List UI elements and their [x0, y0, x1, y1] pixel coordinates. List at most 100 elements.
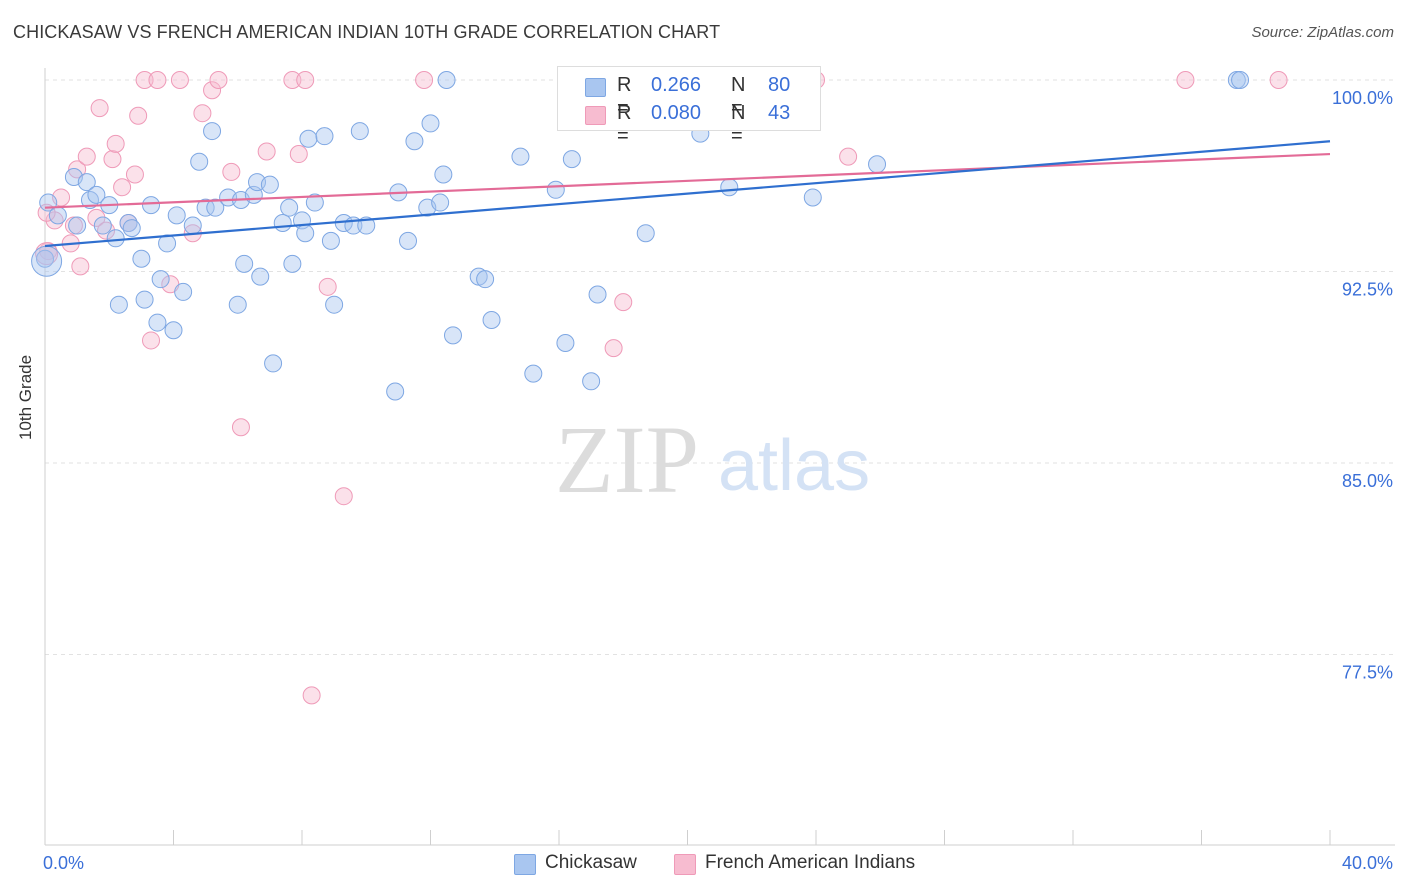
trend-line-chickasaw — [44, 140, 1331, 248]
correlation-legend: R = 0.266 N = 80 R = 0.080 N = 43 — [557, 66, 821, 147]
data-point — [228, 295, 247, 314]
data-point — [193, 104, 212, 123]
legend-n-label: N = — [731, 74, 746, 119]
data-point — [113, 178, 132, 197]
data-point — [106, 229, 125, 248]
data-point — [151, 270, 170, 289]
data-point — [142, 196, 161, 215]
data-point — [1269, 71, 1288, 89]
legend-r-label: R = — [617, 74, 632, 119]
data-point — [415, 71, 434, 89]
data-point — [283, 71, 302, 89]
bottom-legend: Chickasaw French American Indians — [0, 852, 1406, 878]
data-point — [386, 382, 405, 401]
data-point — [421, 114, 440, 133]
data-point — [588, 285, 607, 304]
data-point — [87, 185, 106, 204]
data-point — [190, 152, 209, 171]
data-point — [48, 206, 67, 225]
data-point — [196, 198, 215, 217]
data-point — [720, 178, 739, 197]
data-point — [839, 147, 858, 166]
data-point — [90, 99, 109, 118]
data-point — [231, 418, 250, 437]
data-point — [296, 224, 315, 243]
data-point — [562, 150, 581, 169]
data-point — [174, 282, 193, 301]
legend-swatch-chickasaw — [514, 854, 536, 875]
legend-r-label: R = — [617, 102, 632, 147]
data-point — [257, 142, 276, 161]
trend-line-french — [44, 152, 1331, 209]
data-point — [167, 206, 186, 225]
watermark: ZIP atlas — [555, 406, 870, 513]
y-tick-label: 85.0% — [1342, 471, 1393, 491]
data-point — [71, 257, 90, 276]
data-point — [164, 321, 183, 340]
data-point — [443, 326, 462, 345]
data-point — [206, 198, 225, 217]
data-point — [158, 234, 177, 253]
data-point — [302, 686, 321, 705]
data-point — [119, 213, 138, 232]
data-point — [148, 313, 167, 332]
legend-r-value: 0.266 — [651, 74, 702, 96]
watermark-zip: ZIP — [555, 406, 699, 513]
data-point — [93, 216, 112, 235]
data-point — [148, 71, 167, 89]
data-point — [556, 333, 575, 352]
data-point — [546, 180, 565, 199]
chart-title: CHICKASAW VS FRENCH AMERICAN INDIAN 10TH… — [13, 22, 721, 42]
data-point — [36, 249, 54, 268]
data-point — [122, 219, 141, 238]
data-point — [109, 295, 128, 314]
data-point — [1231, 71, 1250, 89]
data-point — [31, 245, 63, 277]
data-point — [1176, 71, 1195, 89]
data-point — [482, 311, 501, 330]
legend-swatch-chickasaw — [585, 78, 606, 97]
data-point — [273, 213, 292, 232]
data-point — [183, 216, 202, 235]
legend-swatch-french — [674, 854, 696, 875]
data-point — [296, 71, 315, 89]
data-point — [334, 487, 353, 506]
data-point — [350, 122, 369, 141]
data-point — [35, 242, 59, 266]
y-axis-label: 10th Grade — [16, 354, 35, 440]
data-point — [264, 354, 283, 373]
tick-labels: 100.0% 92.5% 85.0% 77.5% 0.0% 40.0% — [43, 88, 1393, 873]
legend-label-chickasaw: Chickasaw — [545, 852, 637, 873]
data-point — [68, 216, 87, 235]
series-chickasaw — [31, 71, 1250, 401]
source-label: Source: ZipAtlas.com — [1251, 24, 1394, 41]
data-point — [803, 188, 822, 207]
data-point — [315, 127, 334, 146]
data-point — [170, 71, 189, 89]
data-point — [142, 331, 161, 350]
legend-n-value: 43 — [768, 102, 791, 124]
data-point — [582, 372, 601, 391]
data-point — [283, 254, 302, 273]
data-point — [87, 208, 106, 227]
data-point — [280, 198, 299, 217]
data-point — [77, 147, 96, 166]
data-point — [604, 339, 623, 358]
data-point — [129, 106, 148, 125]
data-point — [299, 129, 318, 148]
data-point — [524, 364, 543, 383]
watermark-atlas: atlas — [718, 426, 870, 506]
data-point — [405, 132, 424, 151]
data-point — [476, 270, 495, 289]
data-point — [235, 254, 254, 273]
legend-swatch-french — [585, 106, 606, 125]
x-tick-label: 40.0% — [1342, 853, 1393, 873]
data-point — [614, 293, 633, 312]
series-french-american-indians — [35, 71, 1288, 705]
y-tick-label: 92.5% — [1342, 280, 1393, 300]
data-point — [222, 162, 241, 181]
x-tick-label: 0.0% — [43, 853, 84, 873]
data-point — [135, 290, 154, 309]
data-point — [399, 231, 418, 250]
data-point — [305, 193, 324, 212]
